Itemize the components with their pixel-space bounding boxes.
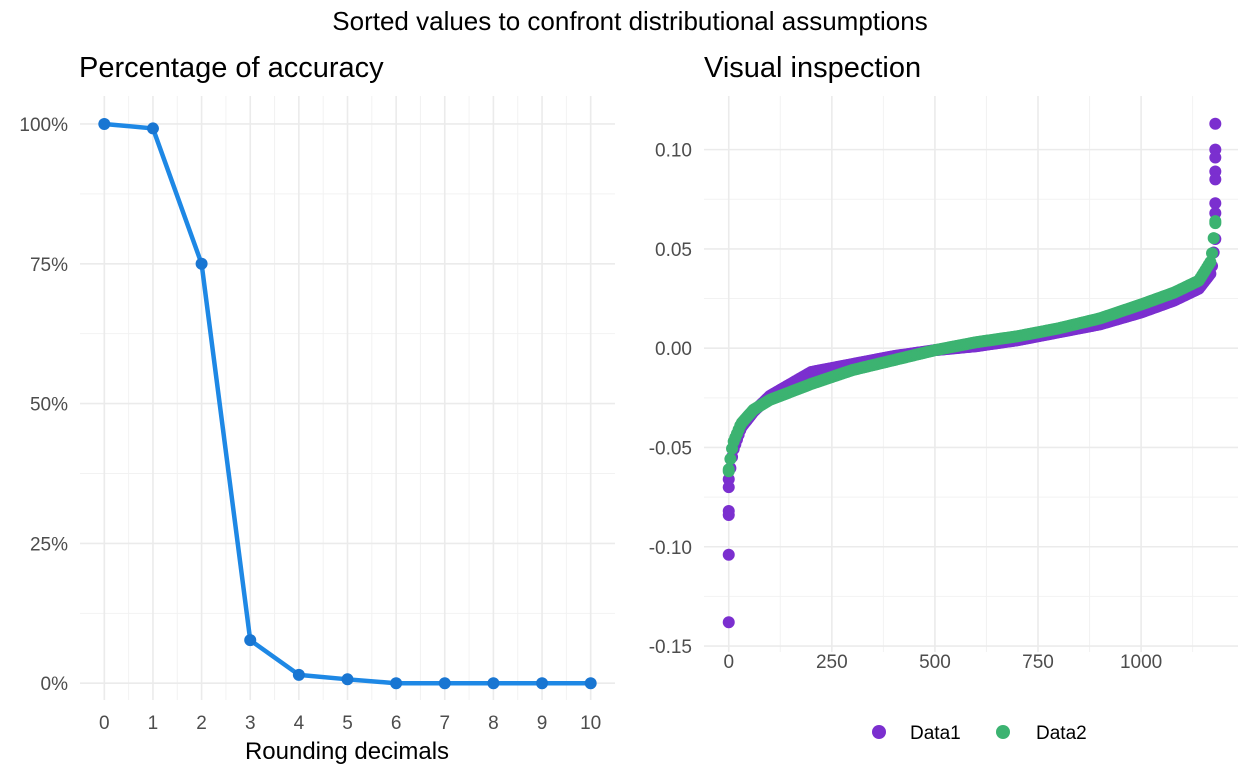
accuracy-point <box>195 257 208 270</box>
x-tick-label: 0 <box>99 713 110 734</box>
legend-label-data2: Data2 <box>1036 723 1087 744</box>
accuracy-point <box>438 677 451 690</box>
y-tick-label: -0.05 <box>649 438 692 459</box>
accuracy-point <box>98 117 111 130</box>
scatter-point <box>1209 197 1222 210</box>
x-tick-label: 500 <box>919 652 951 673</box>
x-tick-label: 5 <box>342 713 353 734</box>
y-tick-label: 50% <box>30 395 68 416</box>
x-tick-label: 9 <box>537 713 548 734</box>
x-tick-label: 8 <box>488 713 499 734</box>
accuracy-point <box>487 677 500 690</box>
scatter-point <box>1209 117 1222 130</box>
x-tick-label: 250 <box>816 652 848 673</box>
legend-dot-data2 <box>996 725 1010 739</box>
accuracy-x-axis-label: Rounding decimals <box>245 738 449 765</box>
accuracy-point <box>536 677 549 690</box>
accuracy-y-ticks: 0% 25% 50% 75% 100% <box>19 115 68 695</box>
scatter-point <box>722 465 735 478</box>
scatter-point <box>1209 151 1222 164</box>
scatter-point <box>722 481 735 494</box>
scatter-point <box>722 505 735 518</box>
x-tick-label: 750 <box>1022 652 1054 673</box>
figure-title: Sorted values to confront distributional… <box>332 6 927 36</box>
x-tick-label: 7 <box>439 713 450 734</box>
inspection-gridlines <box>704 96 1238 652</box>
series-data2 <box>722 215 1222 478</box>
y-tick-label: 25% <box>30 534 68 555</box>
accuracy-point <box>244 634 257 647</box>
inspection-x-ticks: 0 250 500 750 1000 <box>723 652 1162 673</box>
x-tick-label: 4 <box>294 713 305 734</box>
accuracy-point <box>584 677 597 690</box>
y-tick-label: 0% <box>41 674 69 695</box>
y-tick-label: -0.10 <box>649 538 692 559</box>
accuracy-points <box>98 117 597 690</box>
accuracy-x-ticks: 0 1 2 3 4 5 6 7 8 9 10 <box>99 713 601 734</box>
inspection-y-ticks: -0.15 -0.10 -0.05 0.00 0.05 0.10 <box>649 141 692 658</box>
scatter-point <box>1204 256 1217 269</box>
y-tick-label: 0.05 <box>655 240 692 261</box>
scatter-point <box>724 452 737 465</box>
scatter-point <box>1209 215 1222 228</box>
legend: Data1 Data2 <box>872 723 1087 744</box>
scatter-point <box>1209 173 1222 186</box>
accuracy-point <box>292 668 305 681</box>
series-data1 <box>722 117 1222 629</box>
x-tick-label: 10 <box>580 713 601 734</box>
scatter-point <box>1206 247 1219 260</box>
accuracy-panel: Percentage of accuracy 0% 25% 50% 75% 100% 0… <box>19 52 615 765</box>
x-tick-label: 6 <box>391 713 402 734</box>
inspection-panel-title: Visual inspection <box>704 52 921 84</box>
accuracy-point <box>341 673 354 686</box>
x-tick-label: 1000 <box>1120 652 1162 673</box>
legend-label-data1: Data1 <box>910 723 961 744</box>
x-tick-label: 1 <box>148 713 159 734</box>
accuracy-panel-title: Percentage of accuracy <box>79 52 384 84</box>
y-tick-label: 100% <box>19 115 68 136</box>
inspection-points <box>722 117 1222 629</box>
y-tick-label: 0.00 <box>655 339 692 360</box>
accuracy-point <box>146 122 159 135</box>
y-tick-label: 75% <box>30 255 68 276</box>
accuracy-gridlines <box>80 96 615 700</box>
accuracy-point <box>390 677 403 690</box>
y-tick-label: 0.10 <box>655 141 692 162</box>
y-tick-label: -0.15 <box>649 637 692 658</box>
x-tick-label: 3 <box>245 713 256 734</box>
scatter-point <box>1207 232 1220 245</box>
x-tick-label: 0 <box>723 652 734 673</box>
x-tick-label: 2 <box>196 713 207 734</box>
scatter-point <box>722 616 735 629</box>
legend-dot-data1 <box>872 725 886 739</box>
inspection-panel: Visual inspection -0.15 -0.10 -0.05 0.00 0.0… <box>649 52 1238 744</box>
scatter-point <box>722 548 735 561</box>
